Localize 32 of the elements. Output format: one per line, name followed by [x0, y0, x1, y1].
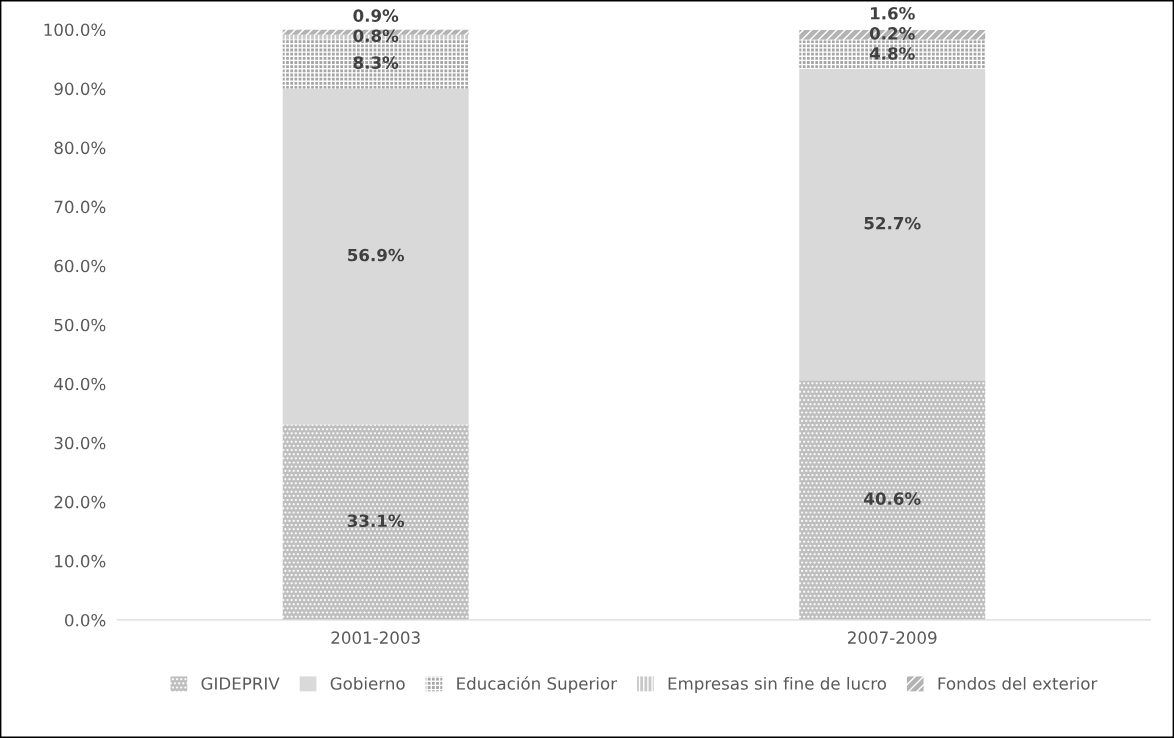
legend-label: Gobierno — [330, 676, 405, 690]
bar — [799, 380, 986, 620]
y-tick-label: 70.0% — [54, 200, 106, 214]
x-tick-label: 2007-2009 — [848, 631, 937, 644]
y-tick-label: 80.0% — [54, 141, 106, 155]
y-tick-label: 30.0% — [54, 436, 106, 450]
data-label: 33.1% — [347, 514, 405, 528]
bar — [282, 424, 469, 620]
y-tick-label: 10.0% — [55, 554, 106, 568]
y-tick-label: 50.0% — [54, 318, 106, 332]
legend-label: Empresas sin fine de lucro — [668, 676, 887, 694]
data-label: 0.8% — [353, 29, 399, 43]
y-tick-label: 20.0% — [54, 495, 106, 509]
legend-label: Educación Superior — [457, 676, 618, 694]
bar — [799, 40, 986, 70]
x-tick-label: 2001-2003 — [331, 631, 420, 644]
data-label: 56.9% — [348, 248, 405, 262]
y-tick-label: 40.0% — [54, 377, 106, 391]
legend-label: GIDEPRIV — [201, 677, 280, 690]
data-label: 8.3% — [353, 56, 399, 69]
y-tick-label: 60.0% — [54, 259, 106, 273]
data-label: 40.6% — [864, 492, 921, 505]
data-label: 52.7% — [864, 216, 921, 230]
bar — [799, 69, 986, 381]
bar — [282, 88, 469, 425]
y-tick-label: 100.0% — [44, 23, 106, 37]
data-label: 0.9% — [353, 9, 399, 22]
y-tick-label: 90.0% — [54, 82, 106, 96]
data-label: 1.6% — [871, 6, 915, 20]
data-label: 4.8% — [869, 47, 915, 60]
y-tick-label: 0.0% — [65, 613, 106, 627]
legend-label: Fondos del exterior — [938, 676, 1098, 690]
